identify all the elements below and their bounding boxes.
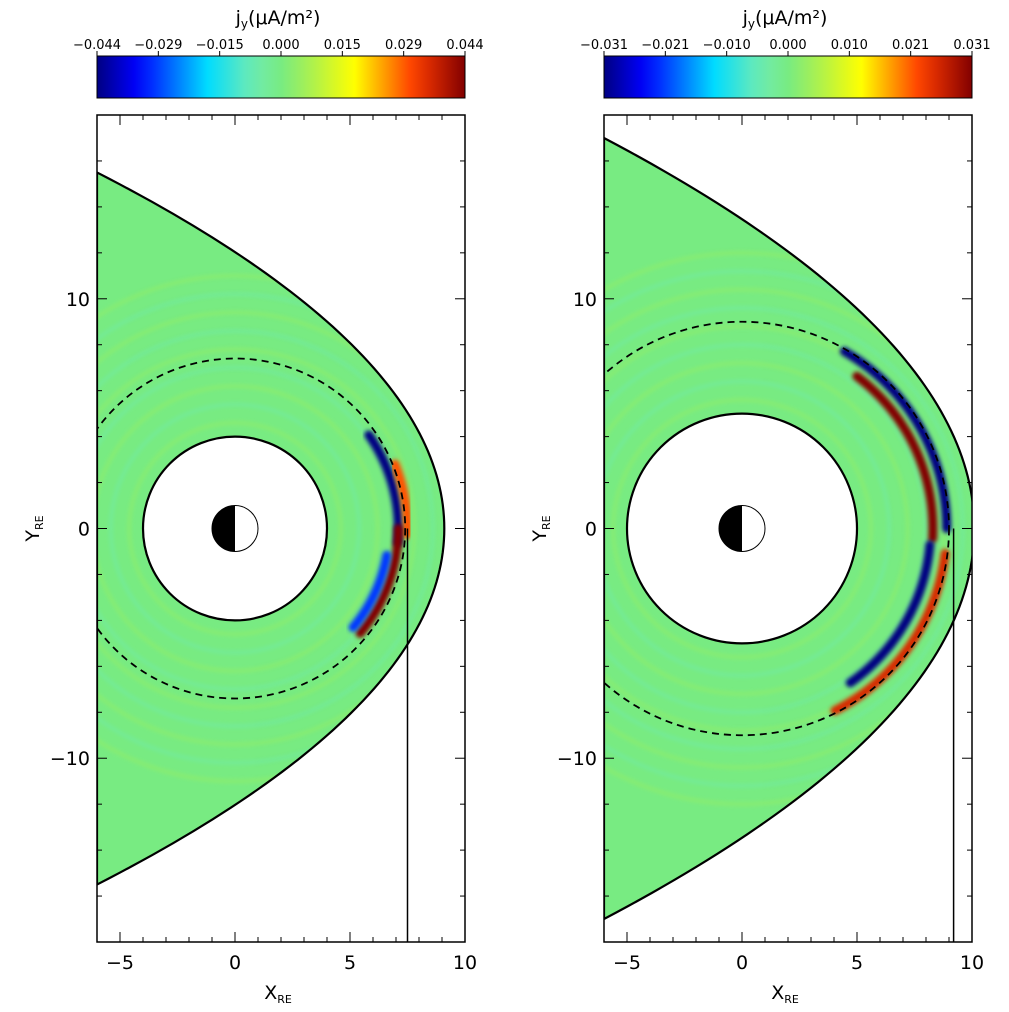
ring-pattern <box>97 311 445 746</box>
colorbar-tick-label: −0.021 <box>641 38 689 53</box>
x-axis-label: XRE <box>264 982 292 1006</box>
current-arc <box>845 540 935 688</box>
earth-night-side <box>212 505 235 552</box>
x-tick-label: 0 <box>736 952 748 974</box>
colorbar-tick-label: −0.044 <box>73 38 121 53</box>
x-tick-label: 5 <box>851 952 863 974</box>
current-arc <box>348 550 392 632</box>
x-tick-label: 5 <box>344 952 356 974</box>
colorbar-tick-label: 0.015 <box>324 38 361 53</box>
colorbar-tick-label: −0.015 <box>196 38 244 53</box>
current-arc <box>839 346 952 533</box>
x-tick-label: 0 <box>229 952 241 974</box>
y-tick-label: 10 <box>66 289 90 311</box>
y-axis-label: YRE <box>22 515 46 542</box>
x-axis-label: XRE <box>771 982 799 1006</box>
colorbar-tick-label: −0.010 <box>703 38 751 53</box>
panel-left: −0.044 −0.029 −0.015 0.000 0.015 0.029 0.044 jy… <box>22 7 484 1006</box>
y-tick-label: −10 <box>50 748 90 770</box>
colorbar-tick-label: −0.029 <box>134 38 182 53</box>
dashed-circle <box>604 320 950 737</box>
x-tick-label: −5 <box>106 952 134 974</box>
ring-pattern <box>604 288 972 769</box>
colorbar-title: jy(μA/m²) <box>235 7 321 31</box>
dashed-circle <box>97 357 407 700</box>
outer-boundary <box>97 171 446 886</box>
ring-pattern <box>97 292 445 765</box>
current-arc <box>390 459 412 540</box>
current-arc <box>364 430 403 548</box>
colorbar-tick-label: 0.044 <box>446 38 483 53</box>
y-tick-label: 10 <box>573 289 597 311</box>
current-arc <box>852 371 938 543</box>
ring-pattern <box>604 343 928 714</box>
colorbar <box>603 55 973 99</box>
ring-pattern <box>604 379 891 678</box>
ring-pattern <box>97 274 445 783</box>
ring-pattern <box>97 384 380 673</box>
ring-pattern <box>604 361 910 696</box>
ring-pattern <box>97 329 435 728</box>
current-arc <box>830 548 950 716</box>
panel-right: −0.031 −0.021 −0.010 0.000 0.010 0.021 0.031 jy… <box>529 7 991 1006</box>
y-tick-label: 0 <box>78 519 90 541</box>
colorbar-tick-label: 0.000 <box>769 38 806 53</box>
y-tick-label: −10 <box>557 748 597 770</box>
earth-night-side <box>719 505 742 552</box>
colorbar-tick-label: 0.010 <box>831 38 868 53</box>
x-tick-label: 10 <box>453 952 477 974</box>
x-tick-label: −5 <box>613 952 641 974</box>
ring-pattern <box>97 347 416 710</box>
colorbar-tick-label: 0.021 <box>892 38 929 53</box>
current-arc <box>355 524 403 638</box>
outer-boundary <box>604 136 972 921</box>
colorbar-tick-label: 0.031 <box>953 38 990 53</box>
y-tick-label: 0 <box>585 519 597 541</box>
colorbar-tick-label: 0.029 <box>385 38 422 53</box>
x-tick-label: 10 <box>960 952 984 974</box>
colorbar-title: jy(μA/m²) <box>742 7 828 31</box>
ring-pattern <box>109 402 361 655</box>
y-axis-label: YRE <box>529 515 553 542</box>
colorbar-tick-label: −0.031 <box>580 38 628 53</box>
ring-pattern <box>604 251 972 806</box>
field-clip-group <box>97 171 446 942</box>
colorbar-tick-label: 0.000 <box>262 38 299 53</box>
colorbar <box>96 55 466 99</box>
ring-pattern <box>604 269 972 788</box>
ring-pattern <box>127 421 343 636</box>
